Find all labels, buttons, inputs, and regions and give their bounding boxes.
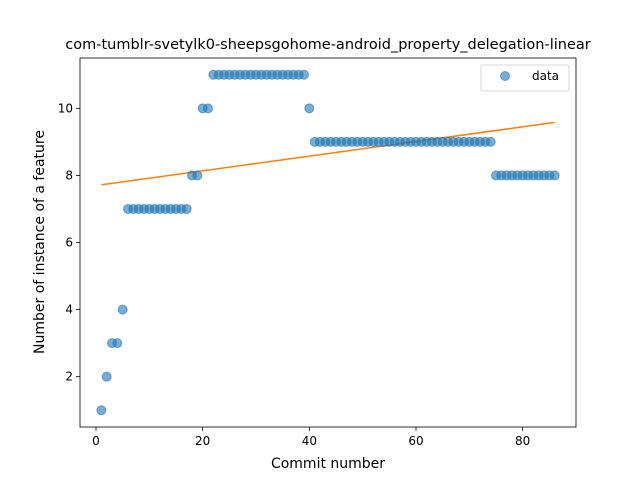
data-point (549, 170, 560, 181)
data-point (96, 405, 107, 416)
fit-line-layer (101, 121, 555, 186)
data-point (203, 103, 213, 114)
y-tick-label: 10 (58, 101, 73, 115)
x-axis-ticks: 0 20 40 60 80 (92, 427, 530, 448)
data-point (112, 338, 123, 349)
legend-marker-data (500, 71, 510, 81)
y-axis-label: Number of instance of a feature (32, 130, 48, 354)
plot-area (80, 58, 576, 427)
data-point (485, 136, 496, 147)
x-tick-label: 0 (92, 434, 100, 448)
x-tick-label: 60 (408, 434, 423, 448)
y-tick-label: 8 (65, 168, 73, 182)
y-tick-label: 6 (65, 236, 73, 250)
x-tick-label: 40 (302, 434, 317, 448)
data-point (299, 69, 309, 80)
chart-title: com-tumblr-svetylk0-sheepsgohome-android… (65, 37, 590, 53)
data-point (304, 103, 315, 114)
x-tick-label: 20 (195, 434, 210, 448)
x-tick-label: 80 (515, 434, 530, 448)
data-point (101, 371, 112, 382)
legend-label-data: data (532, 69, 559, 83)
data-point (192, 170, 203, 181)
fit-line (101, 121, 555, 186)
legend: data (480, 64, 570, 92)
data-point (181, 203, 192, 214)
data-point (117, 304, 128, 315)
y-tick-label: 2 (65, 370, 73, 384)
x-axis-label: Commit number (271, 456, 385, 472)
y-axis-ticks: 2 4 6 8 10 (58, 101, 80, 384)
data-points-layer (96, 69, 560, 416)
y-tick-label: 4 (65, 303, 73, 317)
